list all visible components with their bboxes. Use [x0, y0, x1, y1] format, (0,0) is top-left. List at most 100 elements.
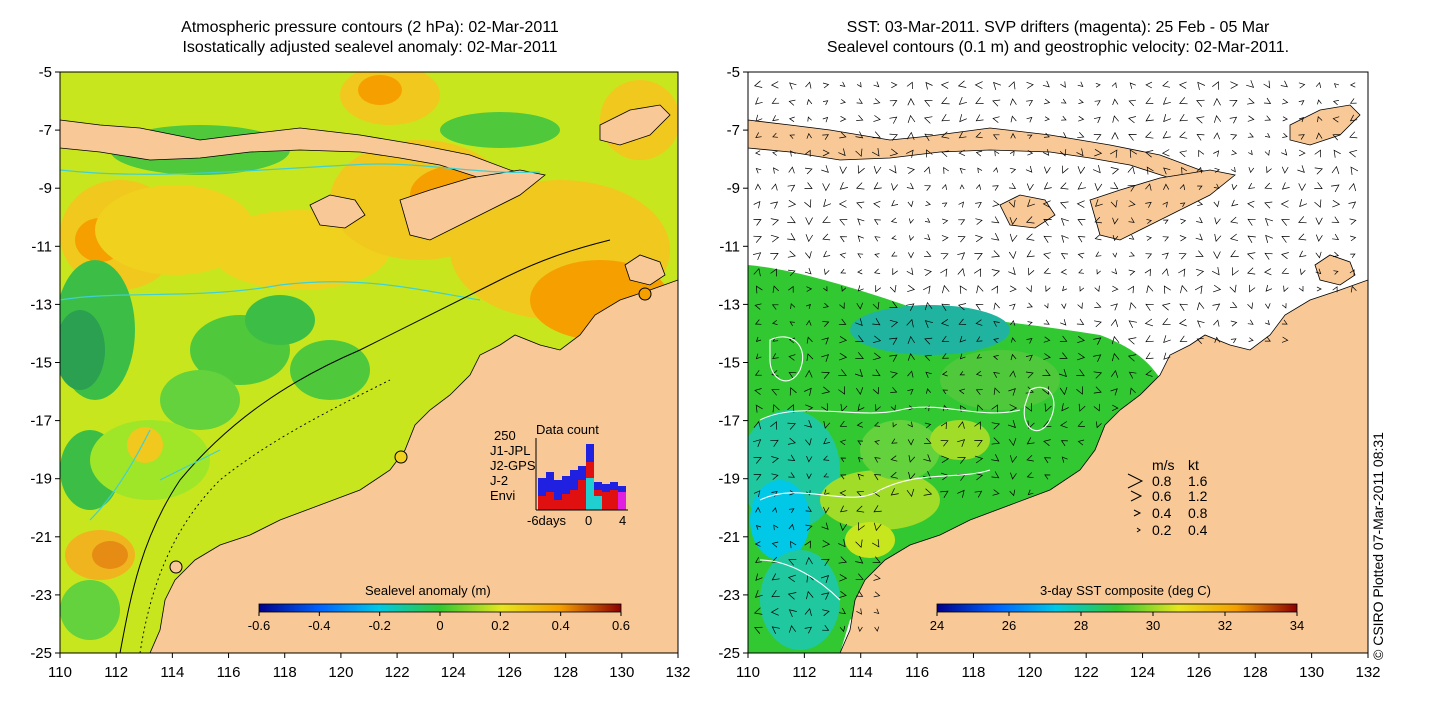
velocity-arrow: [1162, 201, 1168, 208]
velocity-arrow: [1025, 216, 1035, 224]
velocity-arrow: [993, 372, 1000, 378]
velocity-arrow: [874, 421, 881, 427]
velocity-arrow: [838, 386, 845, 395]
y-tick-label: -7: [39, 122, 52, 139]
velocity-arrow: [771, 97, 780, 104]
velocity-arrow: [889, 319, 899, 328]
velocity-arrow: [1010, 472, 1017, 480]
velocity-arrow: [1162, 80, 1170, 88]
velocity-arrow: [1317, 115, 1323, 123]
velocity-arrow: [770, 218, 780, 226]
velocity-arrow: [1281, 218, 1290, 226]
velocity-arrow: [1112, 217, 1119, 225]
velocity-arrow: [974, 473, 984, 481]
velocity-arrow: [1332, 116, 1340, 123]
velocity-arrow: [1247, 97, 1255, 105]
velocity-arrow: [787, 574, 797, 583]
velocity-arrow: [941, 150, 949, 158]
velocity-arrow: [1333, 83, 1339, 89]
speed-legend-row-4-ms: 0.2: [1152, 522, 1172, 538]
velocity-arrow: [991, 269, 1001, 277]
velocity-arrow: [787, 184, 796, 192]
velocity-arrow: [892, 422, 897, 428]
velocity-arrow: [1094, 320, 1102, 328]
velocity-arrow: [1350, 235, 1357, 242]
velocity-arrow: [1128, 371, 1137, 379]
velocity-arrow: [1348, 149, 1358, 158]
velocity-arrow: [1144, 150, 1154, 158]
velocity-arrow: [873, 522, 882, 532]
velocity-arrow: [822, 116, 829, 123]
velocity-arrow: [975, 234, 984, 243]
velocity-arrow: [839, 166, 847, 175]
velocity-arrow: [1298, 286, 1304, 292]
velocity-arrow: [991, 233, 1000, 241]
velocity-arrow: [974, 440, 983, 447]
velocity-arrow: [1093, 354, 1102, 363]
velocity-arrow: [992, 116, 1000, 123]
velocity-arrow: [1008, 251, 1017, 260]
velocity-arrow: [806, 353, 814, 362]
velocity-arrow: [839, 81, 846, 87]
velocity-arrow: [1144, 318, 1154, 327]
velocity-arrow: [889, 116, 898, 124]
velocity-arrow: [1213, 150, 1220, 157]
velocity-arrow: [1094, 100, 1101, 106]
velocity-arrow: [1161, 268, 1169, 276]
x-tick-label: 118: [273, 664, 297, 681]
velocity-arrow: [754, 590, 763, 598]
velocity-arrow: [907, 353, 915, 361]
velocity-arrow: [873, 200, 881, 208]
velocity-arrow: [993, 355, 999, 360]
velocity-arrow: [822, 624, 830, 631]
velocity-arrow: [839, 505, 848, 513]
velocity-arrow: [1010, 353, 1017, 361]
velocity-arrow: [787, 216, 796, 224]
velocity-arrow: [821, 558, 830, 566]
colorbar-tick-label: -0.2: [368, 618, 390, 633]
velocity-arrow: [923, 488, 933, 496]
velocity-arrow: [1264, 268, 1272, 276]
velocity-arrow: [890, 471, 898, 479]
velocity-arrow: [1043, 219, 1052, 226]
velocity-arrow: [975, 97, 984, 104]
velocity-arrow: [1196, 166, 1203, 174]
velocity-arrow: [1349, 114, 1358, 122]
velocity-arrow: [805, 524, 813, 531]
velocity-arrow: [822, 286, 828, 292]
velocity-arrow: [839, 236, 848, 243]
velocity-arrow: [1316, 132, 1323, 140]
velocity-arrow: [1162, 131, 1171, 139]
y-tick-label: -5: [39, 64, 52, 81]
velocity-arrow: [771, 388, 780, 396]
velocity-arrow: [856, 421, 864, 428]
velocity-arrow: [1009, 370, 1016, 378]
velocity-arrow: [1231, 199, 1239, 207]
velocity-arrow: [993, 302, 1000, 310]
velocity-arrow: [959, 353, 966, 360]
velocity-arrow: [1043, 439, 1051, 446]
velocity-arrow: [1077, 81, 1084, 88]
velocity-arrow: [1161, 252, 1169, 260]
velocity-arrow: [855, 539, 863, 549]
velocity-arrow: [925, 201, 931, 207]
velocity-arrow: [753, 235, 762, 243]
y-tick-label: -21: [30, 529, 52, 546]
velocity-arrow: [839, 574, 848, 582]
velocity-arrow: [1145, 97, 1154, 104]
velocity-arrow: [940, 440, 949, 447]
velocity-arrow: [839, 439, 847, 446]
inset-legend-j-2: J-2: [490, 473, 508, 488]
velocity-arrow: [874, 440, 880, 445]
velocity-arrow: [755, 573, 763, 581]
velocity-arrow: [1096, 269, 1101, 275]
velocity-arrow: [1315, 268, 1322, 275]
velocity-arrow: [1163, 352, 1171, 360]
velocity-arrow: [1111, 335, 1120, 345]
velocity-arrow: [1162, 318, 1171, 326]
velocity-arrow: [788, 609, 797, 618]
velocity-arrow: [1127, 285, 1135, 294]
velocity-arrow: [1317, 99, 1322, 105]
x-tick-label: 116: [905, 664, 929, 681]
velocity-arrow: [755, 525, 762, 531]
